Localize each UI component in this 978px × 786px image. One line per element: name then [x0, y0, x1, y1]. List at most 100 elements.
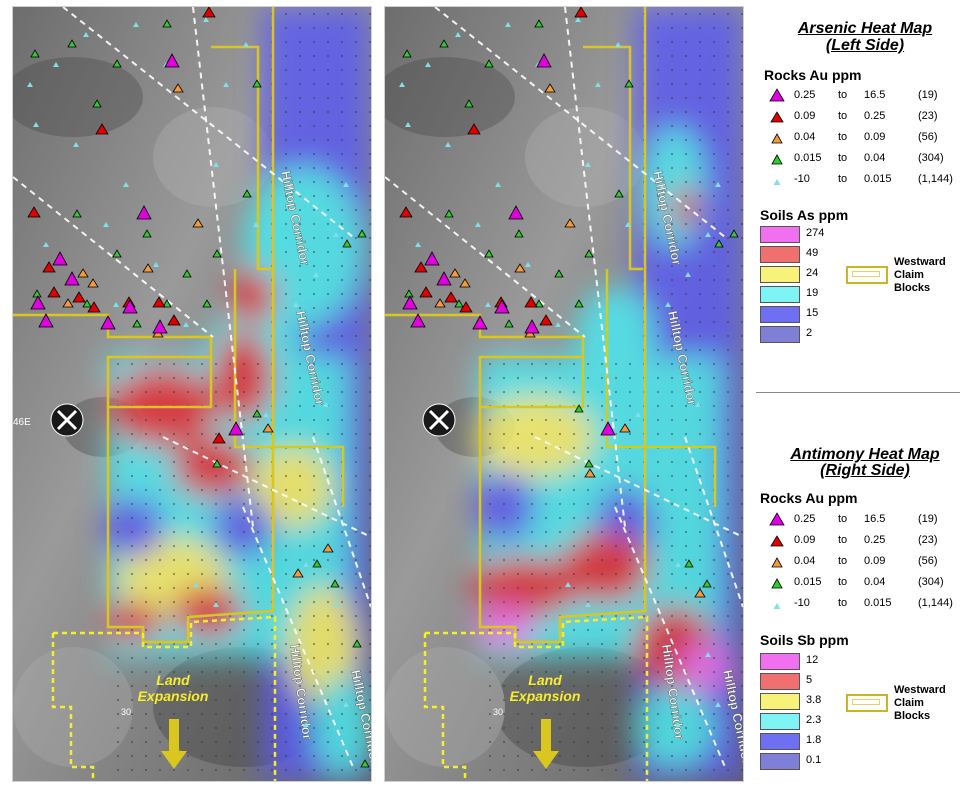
rock-legend-row: 0.09 to 0.25 (23)	[766, 531, 976, 550]
rock-samples-left	[27, 7, 370, 768]
rock-legend-row: 0.015 to 0.04 (304)	[766, 573, 976, 592]
rocks-title-bottom: Rocks Au ppm	[760, 490, 858, 506]
antimony-subtitle: (Right Side)	[820, 462, 910, 479]
triangle-icon	[773, 603, 781, 609]
road-label-2: 30	[493, 707, 503, 717]
soil-value-label: 15	[806, 307, 819, 319]
rock-range-to-word: to	[838, 152, 848, 164]
rock-range-to-word: to	[838, 576, 848, 588]
road-label-1: 46E	[13, 417, 31, 428]
soil-legend-row: 0.1	[760, 753, 830, 770]
soil-value-label: 274	[806, 227, 825, 239]
rock-samples-right	[399, 7, 739, 727]
crossed-hammers-icon	[50, 403, 84, 437]
claim-label-line2: Claim	[894, 269, 924, 281]
rock-range-to: 0.04	[864, 576, 886, 588]
soil-legend-row: 24	[760, 266, 830, 283]
soil-color-swatch	[760, 733, 800, 750]
rock-range-to: 16.5	[864, 89, 886, 101]
triangle-icon	[771, 578, 783, 589]
soil-color-swatch	[760, 653, 800, 670]
soil-legend-row: 49	[760, 246, 830, 263]
land-expansion-label-2: Expansion	[138, 688, 209, 704]
rock-legend-row: -10 to 0.015 (1,144)	[766, 594, 976, 613]
soil-value-label: 49	[806, 247, 819, 259]
rock-range-to: 0.25	[864, 110, 886, 122]
soil-color-swatch	[760, 713, 800, 730]
triangle-icon	[773, 179, 781, 185]
rock-range-to: 0.09	[864, 131, 886, 143]
rock-range-to-word: to	[838, 110, 848, 122]
arsenic-heat-map-panel: Hilltop Corridor Hilltop Corridor Hillto…	[12, 6, 372, 782]
rock-range-from: 0.09	[794, 110, 816, 122]
soil-value-label: 24	[806, 267, 819, 279]
rock-range-from: -10	[794, 597, 810, 609]
triangle-icon	[770, 535, 784, 547]
down-arrow-icon	[161, 719, 187, 769]
crossed-hammers-icon	[422, 403, 456, 437]
triangle-icon	[771, 557, 783, 568]
rock-legend-row: 0.25 to 16.5 (19)	[766, 510, 976, 529]
rock-range-from: 0.04	[794, 131, 816, 143]
soil-value-label: 3.8	[806, 694, 822, 706]
rock-range-to: 0.015	[864, 597, 892, 609]
rock-range-from: 0.015	[794, 576, 822, 588]
land-expansion-boundary	[425, 615, 649, 781]
soil-legend-row: 12	[760, 653, 830, 670]
antimony-map-svg: Hilltop Corridor Hilltop Corridor Hillto…	[385, 7, 743, 781]
rock-range-to-word: to	[838, 173, 848, 185]
triangle-icon	[769, 88, 785, 102]
rock-range-from: 0.09	[794, 534, 816, 546]
arsenic-title: Arsenic Heat Map	[797, 20, 933, 37]
claim-label-line3: Blocks	[894, 282, 931, 294]
land-expansion-label-2: Expansion	[510, 688, 581, 704]
soil-legend-row: 2.3	[760, 713, 830, 730]
legend-divider	[756, 392, 960, 393]
rock-legend-row: 0.25 to 16.5 (19)	[766, 86, 976, 105]
triangle-icon	[771, 133, 783, 144]
down-arrow-icon	[533, 719, 559, 769]
rock-legend-row: 0.04 to 0.09 (56)	[766, 128, 976, 147]
antimony-title: Antimony Heat Map	[790, 446, 940, 463]
soil-value-label: 2.3	[806, 714, 822, 726]
westward-claim-blocks	[13, 7, 345, 644]
triangle-icon	[770, 111, 784, 123]
claim-key-bottom: Westward Claim Blocks	[846, 684, 978, 724]
soil-color-swatch	[760, 246, 800, 263]
soil-color-swatch	[760, 673, 800, 690]
claim-block-swatch	[846, 266, 888, 284]
westward-claim-blocks	[385, 7, 717, 644]
road-label-2: 30	[121, 707, 131, 717]
fault-lines	[385, 7, 743, 768]
soil-legend-row: 3.8	[760, 693, 830, 710]
soil-color-swatch	[760, 286, 800, 303]
soil-legend-row: 15	[760, 306, 830, 323]
soil-value-label: 12	[806, 654, 819, 666]
rock-legend-row: 0.04 to 0.09 (56)	[766, 552, 976, 571]
claim-label-line2: Claim	[894, 697, 924, 709]
claim-label-line1: Westward	[894, 256, 946, 268]
rock-range-from: -10	[794, 173, 810, 185]
soil-legend-row: 274	[760, 226, 830, 243]
soil-legend-row: 19	[760, 286, 830, 303]
rock-count: (23)	[918, 110, 938, 122]
soil-legend-row: 5	[760, 673, 830, 690]
claim-key-top: Westward Claim Blocks	[846, 256, 978, 296]
rock-count: (1,144)	[918, 173, 953, 185]
rock-range-to: 0.09	[864, 555, 886, 567]
rock-range-to-word: to	[838, 534, 848, 546]
land-expansion-boundary	[53, 615, 277, 781]
rock-count: (304)	[918, 576, 944, 588]
soil-color-swatch	[760, 306, 800, 323]
rock-range-to: 0.015	[864, 173, 892, 185]
soil-value-label: 5	[806, 674, 813, 686]
rock-range-from: 0.04	[794, 555, 816, 567]
soil-legend-row: 1.8	[760, 733, 830, 750]
rock-count: (56)	[918, 555, 938, 567]
rock-range-to: 0.25	[864, 534, 886, 546]
rock-count: (304)	[918, 152, 944, 164]
soils-title-top: Soils As ppm	[760, 207, 849, 223]
claim-label-line3: Blocks	[894, 710, 931, 722]
rock-count: (19)	[918, 513, 938, 525]
rock-range-to-word: to	[838, 555, 848, 567]
